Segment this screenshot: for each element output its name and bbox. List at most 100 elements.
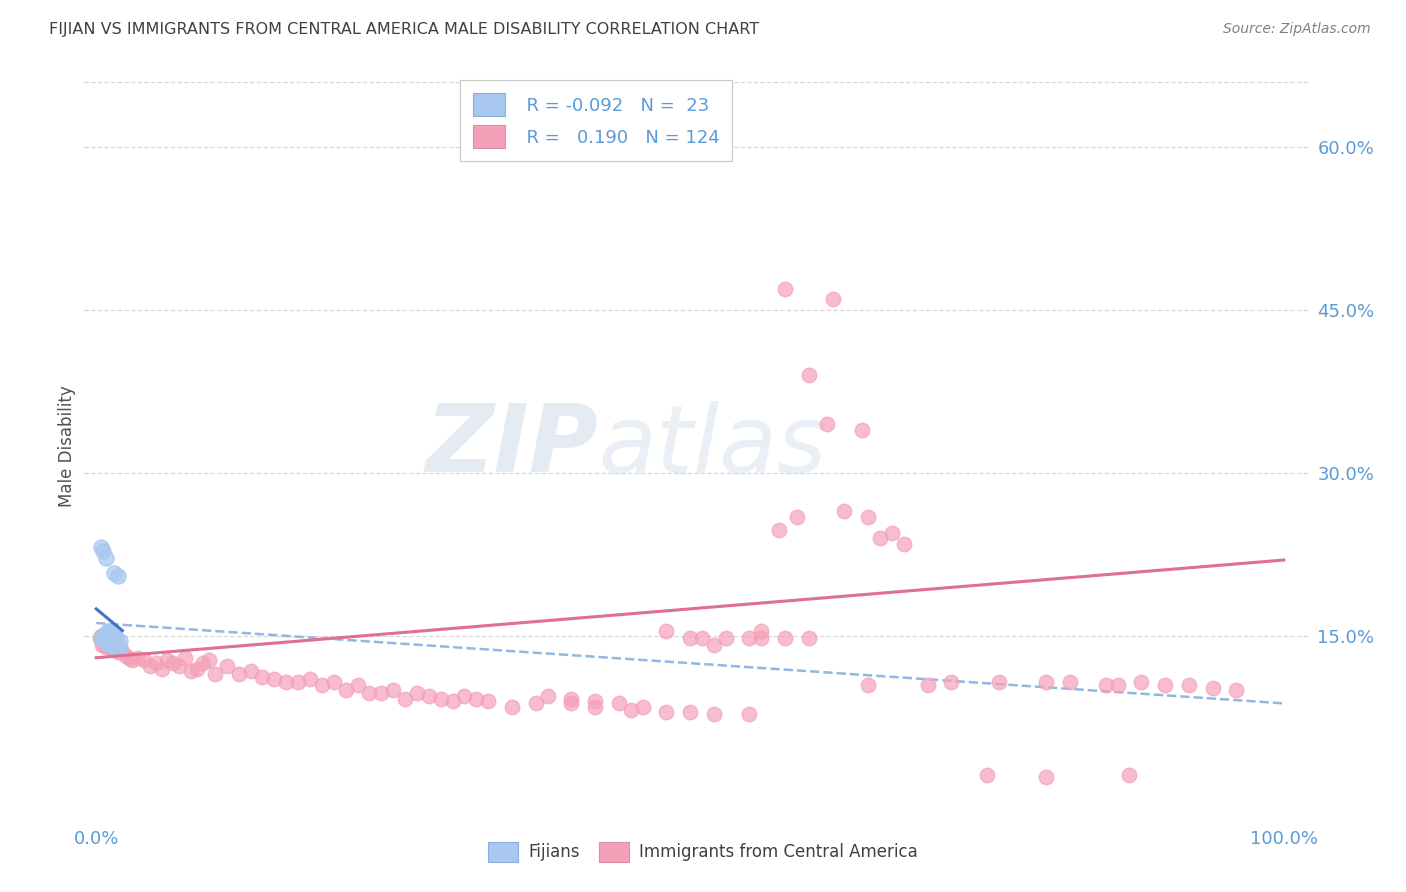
Point [834,504,856,518]
Point [105,642,128,657]
Point [198,653,221,667]
Point [93,631,115,645]
Point [501,699,523,714]
Point [679,705,702,719]
Point [180,664,202,678]
Point [276,674,298,689]
Point [132,653,155,667]
Point [91,634,114,648]
Point [118,650,141,665]
Point [917,678,939,692]
Point [239,664,262,678]
Point [89,631,111,645]
Point [583,694,606,708]
Point [524,697,547,711]
Point [162,656,184,670]
Point [738,631,761,645]
Point [655,624,678,638]
Point [100,640,122,654]
Point [418,689,440,703]
Point [252,670,274,684]
Text: atlas: atlas [598,401,827,491]
Point [773,631,796,645]
Point [174,650,197,665]
Point [477,694,499,708]
Point [98,631,121,645]
Point [1154,678,1177,692]
Point [821,293,844,307]
Point [1035,770,1057,784]
Point [215,659,238,673]
Point [441,694,464,708]
Point [815,417,838,432]
Point [108,634,131,648]
Point [107,640,129,654]
Point [91,631,114,645]
Point [797,631,820,645]
Point [96,632,118,647]
Point [607,697,630,711]
Point [560,697,582,711]
Point [103,642,125,657]
Point [94,550,117,565]
Point [749,631,772,645]
Point [880,525,903,540]
Point [101,634,124,648]
Point [583,699,606,714]
Point [1035,674,1057,689]
Point [100,637,122,651]
Point [107,569,129,583]
Point [335,683,357,698]
Point [1107,678,1129,692]
Point [108,640,131,654]
Point [620,703,643,717]
Point [96,637,118,651]
Point [97,638,120,652]
Text: ZIP: ZIP [425,400,598,492]
Point [786,509,808,524]
Point [93,627,115,641]
Point [186,662,208,676]
Point [749,624,772,638]
Point [1178,678,1201,692]
Point [90,540,112,554]
Point [191,656,214,670]
Point [1225,683,1247,698]
Point [98,624,121,638]
Point [98,637,121,651]
Point [797,368,820,383]
Point [679,631,702,645]
Point [869,531,891,545]
Point [856,509,879,524]
Point [111,645,134,659]
Point [96,629,118,643]
Point [150,662,173,676]
Point [93,638,115,652]
Point [138,659,160,673]
Point [359,685,381,699]
Point [311,678,333,692]
Point [976,768,998,782]
Point [121,653,143,667]
Point [107,642,129,657]
Point [1059,674,1081,689]
Point [406,685,429,699]
Point [714,631,737,645]
Point [105,631,128,645]
Point [893,537,915,551]
Point [738,707,761,722]
Point [145,656,167,670]
Point [97,637,120,651]
Point [298,673,321,687]
Point [851,423,873,437]
Legend: Fijians, Immigrants from Central America: Fijians, Immigrants from Central America [479,833,927,871]
Text: FIJIAN VS IMMIGRANTS FROM CENTRAL AMERICA MALE DISABILITY CORRELATION CHART: FIJIAN VS IMMIGRANTS FROM CENTRAL AMERIC… [49,22,759,37]
Point [536,689,558,703]
Point [1094,678,1116,692]
Point [560,692,582,706]
Point [90,629,112,643]
Point [941,674,963,689]
Point [631,699,654,714]
Point [263,673,285,687]
Point [1118,768,1140,782]
